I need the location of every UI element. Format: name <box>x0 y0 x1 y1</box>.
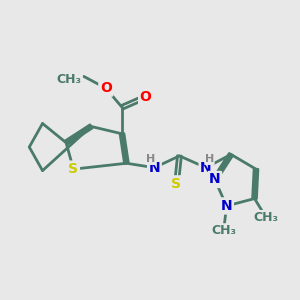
Text: CH₃: CH₃ <box>211 224 236 238</box>
Text: N: N <box>221 199 232 213</box>
Text: H: H <box>146 154 155 164</box>
Text: S: S <box>172 177 182 191</box>
Text: N: N <box>200 161 212 175</box>
Text: CH₃: CH₃ <box>254 211 279 224</box>
Text: CH₃: CH₃ <box>56 73 82 86</box>
Text: N: N <box>148 161 160 175</box>
Text: N: N <box>209 172 220 186</box>
Text: H: H <box>205 154 214 164</box>
Text: O: O <box>100 81 112 95</box>
Text: S: S <box>68 162 78 176</box>
Text: O: O <box>140 90 152 104</box>
